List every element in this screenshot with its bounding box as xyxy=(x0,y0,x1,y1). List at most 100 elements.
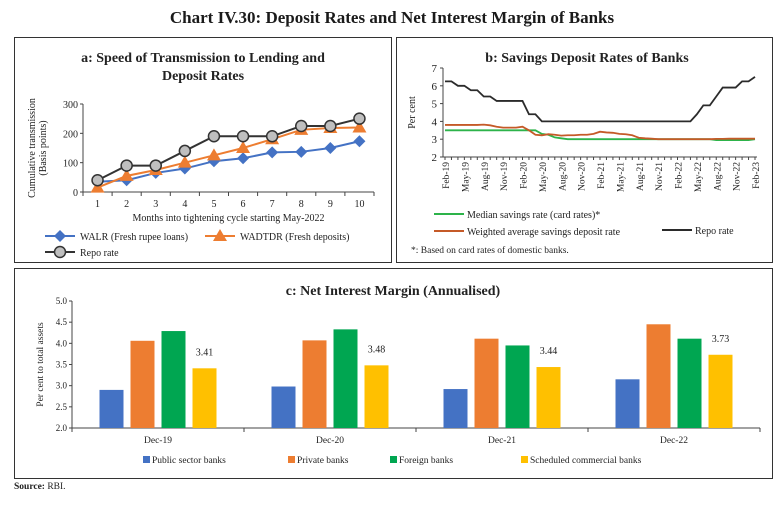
y-tick-label: 200 xyxy=(63,129,78,140)
legend-swatch xyxy=(288,456,295,463)
x-tick-label: Dec-20 xyxy=(316,436,344,446)
legend-marker xyxy=(54,230,66,242)
x-tick-label: May-21 xyxy=(616,162,626,192)
data-point-0 xyxy=(237,152,250,165)
data-point-2 xyxy=(236,130,250,143)
data-label: 3.48 xyxy=(368,344,386,355)
y-tick-label: 0 xyxy=(73,188,78,199)
y-tick-label: 7 xyxy=(432,63,438,75)
series-line-2 xyxy=(445,76,756,123)
chart-b: b: Savings Deposit Rates of Banks 2 3 4 5 6 7 P… xyxy=(407,51,762,256)
chart-a: a: Speed of Transmission to Lending and D… xyxy=(27,51,375,259)
panel-c: c: Net Interest Margin (Annualised) 2.0 2.… xyxy=(14,268,773,479)
data-point-0 xyxy=(295,145,308,158)
data-point-2 xyxy=(324,119,337,133)
x-tick-label: Aug-19 xyxy=(481,162,491,191)
x-tick-label: May-20 xyxy=(539,162,549,192)
data-label: 3.73 xyxy=(712,334,730,345)
legend-label: Weighted average savings deposit rate xyxy=(467,227,621,238)
legend-swatch xyxy=(390,456,397,463)
bar-3 xyxy=(364,365,389,428)
data-point-2 xyxy=(207,130,221,143)
bar-3 xyxy=(192,368,217,428)
x-tick-label: Feb-22 xyxy=(675,162,685,189)
data-point-0 xyxy=(353,135,366,148)
chart-c: c: Net Interest Margin (Annualised) 2.0 2.… xyxy=(36,284,761,466)
data-point-1 xyxy=(352,120,367,133)
footnote: *: Based on card rates of domestic banks… xyxy=(411,245,569,256)
series-line-2 xyxy=(97,117,360,182)
data-point-1 xyxy=(236,141,251,153)
data-point-2 xyxy=(149,159,162,172)
x-tick-label: 9 xyxy=(328,199,333,210)
series-line-0 xyxy=(97,140,360,183)
legend-label: Scheduled commercial banks xyxy=(530,456,642,466)
bar-1 xyxy=(130,340,155,428)
chart-title: Deposit Rates xyxy=(162,69,245,84)
y-tick-label: 3 xyxy=(432,134,438,146)
x-tick-label: 4 xyxy=(182,199,187,210)
bar-2 xyxy=(677,338,702,428)
x-tick-label: Feb-20 xyxy=(520,162,530,189)
x-tick-label: Feb-19 xyxy=(442,162,452,189)
y-tick-label: 5 xyxy=(432,99,438,111)
x-tick-label: May-19 xyxy=(461,162,471,192)
x-tick-label: 2 xyxy=(124,199,129,210)
panel-a: a: Speed of Transmission to Lending and D… xyxy=(14,37,392,263)
x-tick-label: Nov-21 xyxy=(655,162,665,191)
data-point-2 xyxy=(295,119,308,133)
data-point-1 xyxy=(177,155,192,168)
series-line-1 xyxy=(97,126,360,189)
data-point-2 xyxy=(265,130,279,143)
legend-marker xyxy=(53,245,67,259)
legend-label: Repo rate xyxy=(80,248,119,259)
x-tick-label: Aug-22 xyxy=(713,162,723,191)
source-text: RBI. xyxy=(47,482,66,492)
x-axis-label: Months into tightening cycle starting Ma… xyxy=(133,213,325,224)
bar-2 xyxy=(505,345,530,428)
bar-1 xyxy=(646,324,671,428)
data-label: 3.41 xyxy=(196,347,214,358)
data-point-1 xyxy=(206,148,221,161)
legend-label: Private banks xyxy=(297,456,349,466)
data-point-2 xyxy=(353,112,366,125)
x-tick-label: Aug-21 xyxy=(636,162,646,191)
x-tick-label: Nov-20 xyxy=(578,162,588,191)
bar-1 xyxy=(474,338,499,428)
source-label: Source: xyxy=(14,482,45,492)
x-tick-label: Aug-20 xyxy=(558,162,568,191)
x-tick-label: 3 xyxy=(153,199,158,210)
x-tick-label: Nov-19 xyxy=(500,162,510,191)
x-tick-label: 10 xyxy=(354,199,364,210)
chart-title: a: Speed of Transmission to Lending and xyxy=(81,51,325,66)
figure-title: Chart IV.30: Deposit Rates and Net Inter… xyxy=(169,8,615,27)
bar-0 xyxy=(443,389,468,428)
y-tick-label: 2.0 xyxy=(56,423,68,433)
panel-b: b: Savings Deposit Rates of Banks 2 3 4 5 6 7 P… xyxy=(396,37,773,263)
y-axis-label: Per cent to total assets xyxy=(36,322,46,407)
data-point-1 xyxy=(90,180,105,193)
bar-2 xyxy=(161,331,186,428)
x-tick-label: Feb-21 xyxy=(597,162,607,189)
x-tick-label: Feb-23 xyxy=(752,162,762,189)
data-point-2 xyxy=(178,144,192,158)
legend-label: WADTDR (Fresh deposits) xyxy=(240,232,349,243)
bar-3 xyxy=(708,354,733,428)
data-point-1 xyxy=(119,168,134,181)
legend-label: Foreign banks xyxy=(399,456,453,466)
y-tick-label: 5.0 xyxy=(56,296,68,306)
bar-3 xyxy=(536,367,561,428)
legend-swatch xyxy=(521,456,528,463)
x-tick-label: 7 xyxy=(270,199,275,210)
x-tick-label: 1 xyxy=(95,199,100,210)
y-tick-label: 4.0 xyxy=(56,338,68,348)
data-label: 3.44 xyxy=(540,346,558,357)
data-point-2 xyxy=(120,159,133,172)
x-tick-label: 6 xyxy=(241,199,246,210)
x-tick-label: Dec-22 xyxy=(660,436,688,446)
legend-marker xyxy=(213,229,227,241)
y-axis-label: Cumulative transmission xyxy=(27,98,38,198)
x-tick-label: Nov-22 xyxy=(733,162,743,191)
data-point-0 xyxy=(266,146,279,159)
